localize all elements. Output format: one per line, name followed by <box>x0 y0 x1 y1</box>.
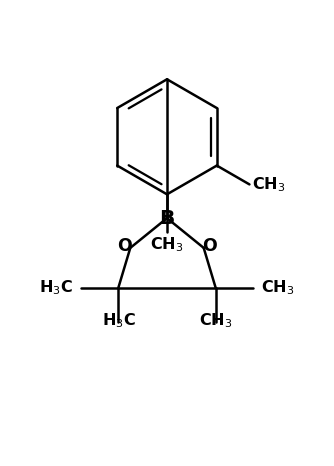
Text: O: O <box>202 237 217 255</box>
Text: CH$_3$: CH$_3$ <box>150 235 184 254</box>
Text: CH$_3$: CH$_3$ <box>199 311 232 330</box>
Text: CH$_3$: CH$_3$ <box>261 278 295 297</box>
Text: O: O <box>117 237 132 255</box>
Text: CH$_3$: CH$_3$ <box>253 175 286 194</box>
Text: H$_3$C: H$_3$C <box>102 311 135 330</box>
Text: H$_3$C: H$_3$C <box>39 278 73 297</box>
Text: B: B <box>159 209 175 227</box>
